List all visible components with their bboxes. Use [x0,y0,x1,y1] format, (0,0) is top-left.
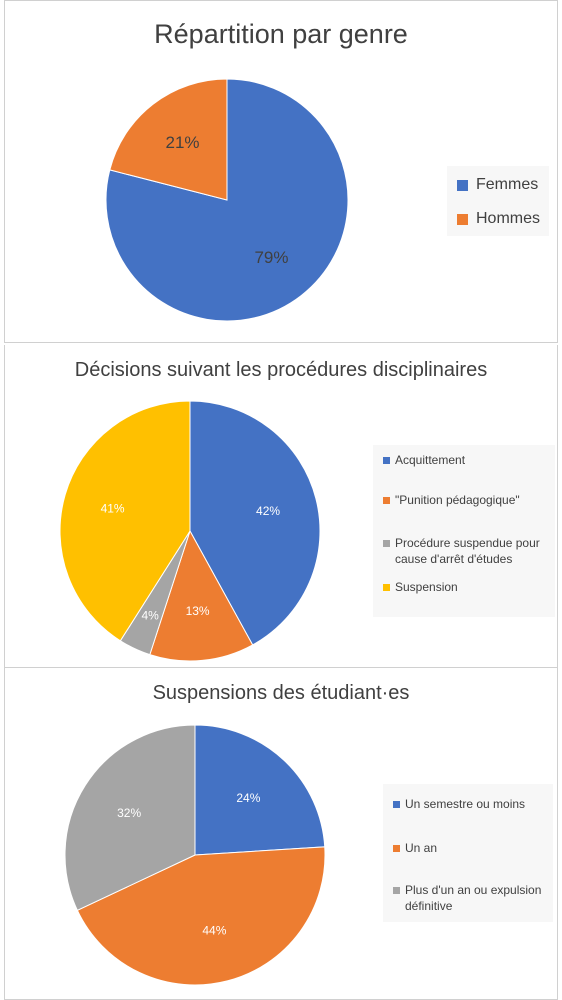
data-label: 32% [117,806,141,820]
legend: Un semestre ou moins Un an Plus d'un an … [383,784,553,922]
data-label: 24% [236,791,260,805]
legend-swatch [383,540,390,547]
pie-slice [194,724,326,856]
gender-chart-panel: Répartition par genre 79% 21% Femmes Homm… [4,0,558,343]
legend: Acquittement "Punition pédagogique" Proc… [373,445,555,617]
data-label: 21% [165,133,199,152]
decisions-chart-panel: Décisions suivant les procédures discipl… [4,345,558,668]
legend-swatch [457,180,468,191]
legend-swatch [393,845,400,852]
pie-slice [189,400,321,646]
legend-label: "Punition pédagogique" [395,493,520,507]
legend-label: Plus d'un an ou expulsion définitive [405,883,542,914]
pie-slice [149,529,254,662]
legend-swatch [393,887,400,894]
legend-item: "Punition pédagogique" [383,492,549,508]
legend-label: Hommes [476,210,541,227]
legend-swatch [393,801,400,808]
legend-label: Acquittement [395,453,466,467]
legend-item: Un an [393,840,547,856]
data-label: 44% [202,924,226,938]
legend-swatch [383,497,390,504]
legend-item: Un semestre ou moins [393,796,547,812]
data-label: 41% [101,502,125,516]
chart-title: Suspensions des étudiant·es [152,682,410,704]
chart-title: Répartition par genre [154,19,408,49]
gender-pie: 79% 21% [105,78,349,322]
data-label: 4% [141,609,159,623]
legend-item: Acquittement [383,452,549,468]
legend-swatch [457,214,468,225]
legend-item: Procédure suspendue pour cause d'arrêt d… [383,535,549,567]
data-label: 79% [254,248,288,267]
pie-slice [109,78,228,201]
pie-slice [64,724,196,912]
legend-swatch [383,584,390,591]
legend-label: Procédure suspendue pour cause d'arrêt d… [395,536,540,567]
legend-label: Un semestre ou moins [405,797,526,811]
chart-title: Décisions suivant les procédures discipl… [74,359,488,381]
legend-item: Hommes [457,208,543,230]
legend-item: Femmes [457,174,543,196]
decisions-pie: 42% 13% 4% 41% [59,400,321,662]
legend-label: Suspension [395,580,458,594]
data-label: 13% [186,604,210,618]
legend: Femmes Hommes [447,166,549,236]
legend-swatch [383,457,390,464]
pie-slice [59,400,191,642]
legend-item: Suspension [383,579,549,595]
suspensions-pie: 24% 44% 32% [64,724,326,986]
legend-label: Un an [405,841,438,855]
legend-item: Plus d'un an ou expulsion définitive [393,882,547,914]
suspensions-chart-panel: Suspensions des étudiant·es 24% 44% 32% Un… [4,668,558,1000]
legend-label: Femmes [476,176,539,193]
data-label: 42% [256,504,280,518]
